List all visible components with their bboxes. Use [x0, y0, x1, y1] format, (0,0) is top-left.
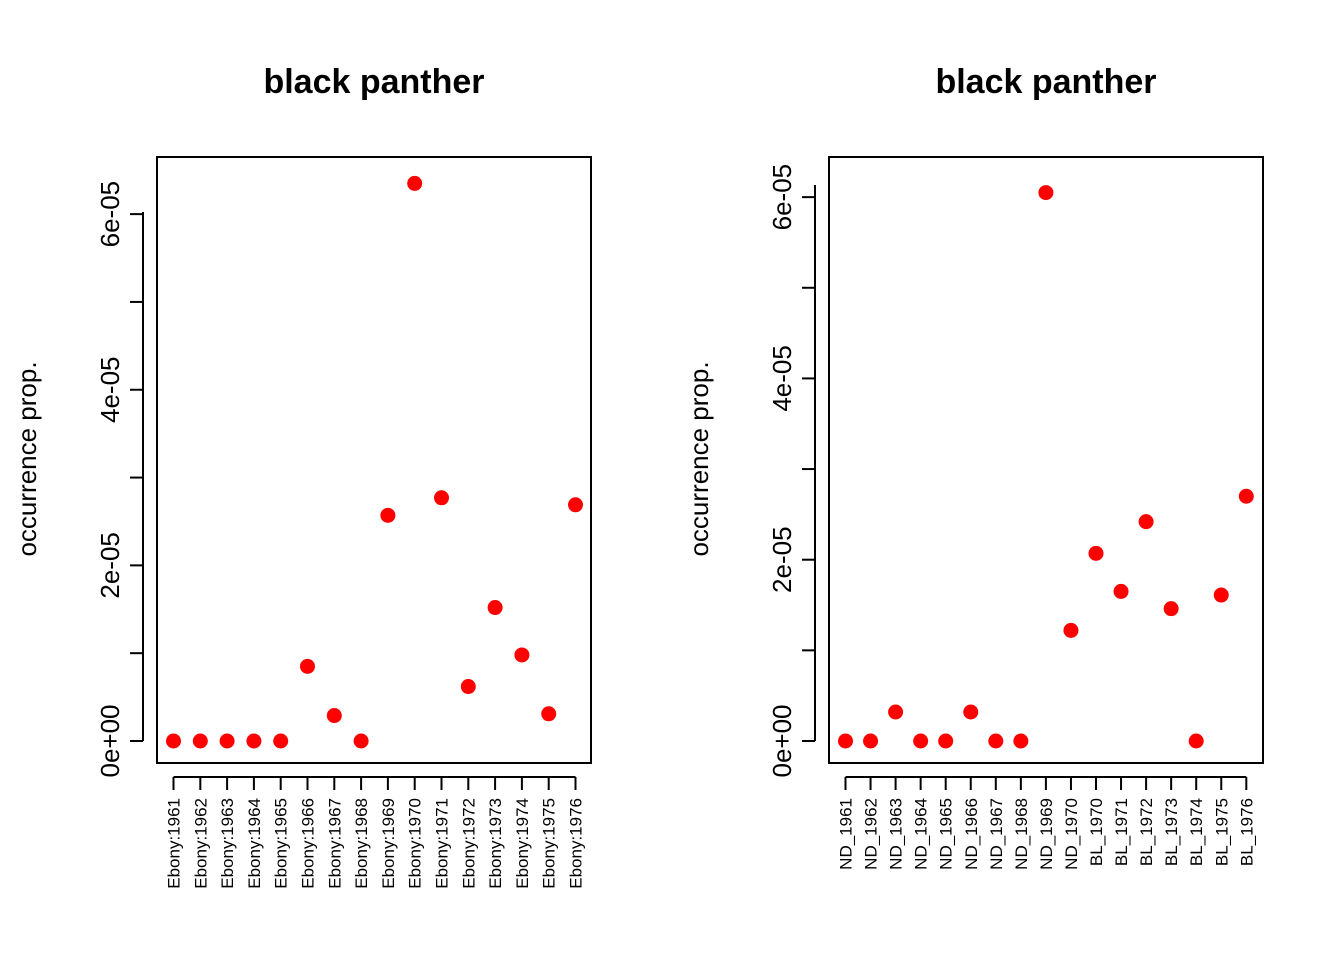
data-point: [407, 175, 423, 191]
x-tick-label: Ebony:1976: [567, 798, 586, 889]
data-point: [514, 647, 530, 663]
x-tick-label: Ebony:1966: [299, 798, 318, 889]
y-tick-label: 6e-05: [767, 164, 797, 231]
data-point: [1238, 488, 1254, 504]
data-point: [838, 733, 853, 749]
data-point: [166, 733, 181, 749]
panel-1-plot-frame: [156, 156, 592, 764]
data-point: [219, 733, 235, 749]
panel-1-x-ticks: Ebony:1961 Ebony:1962 Ebony:1963 Ebony:1964…: [165, 776, 586, 889]
data-point: [246, 733, 262, 749]
x-tick-label: Ebony:1972: [459, 798, 478, 889]
panel-2-y-axis-label: occurrence prop.: [684, 361, 714, 556]
x-tick-label: ND_1964: [912, 798, 931, 870]
data-point: [326, 708, 342, 724]
data-point: [988, 733, 1004, 749]
x-tick-label: BL_1971: [1112, 798, 1131, 866]
data-point: [434, 490, 449, 506]
x-tick-label: BL_1974: [1187, 798, 1206, 866]
data-point: [273, 733, 289, 749]
data-point: [888, 704, 904, 720]
x-tick-label: Ebony:1968: [352, 798, 371, 889]
x-tick-label: Ebony:1965: [272, 798, 291, 889]
x-tick-label: BL_1976: [1237, 798, 1256, 866]
panel-2-plot-frame: [828, 156, 1264, 764]
data-point: [487, 600, 503, 616]
data-point: [460, 679, 476, 695]
data-point: [1188, 733, 1204, 749]
x-tick-label: Ebony:1963: [218, 798, 237, 889]
y-tick-label: 4e-05: [95, 357, 125, 424]
data-point: [1013, 733, 1029, 749]
panel-1-title: black panther: [263, 63, 484, 101]
y-tick-label: 2e-05: [95, 532, 125, 599]
x-tick-label: Ebony:1971: [433, 798, 452, 889]
x-tick-label: ND_1969: [1037, 798, 1056, 870]
x-tick-label: Ebony:1975: [540, 798, 559, 889]
y-tick-label: 4e-05: [767, 345, 797, 412]
data-point: [1213, 587, 1229, 603]
data-point: [1163, 601, 1179, 617]
x-tick-label: Ebony:1974: [513, 798, 532, 889]
data-point: [192, 733, 208, 749]
data-point: [568, 497, 583, 513]
panel-1-y-axis-label: occurrence prop.: [12, 361, 42, 556]
data-point: [863, 733, 879, 749]
x-tick-label: BL_1975: [1212, 798, 1231, 866]
x-tick-label: ND_1965: [937, 798, 956, 870]
panel-1-points: [166, 175, 583, 749]
panel-2: black panther occurrence prop. 0e+00 2e-0…: [684, 63, 1264, 870]
panel-2-points: [838, 185, 1254, 749]
panel-1: black panther occurrence prop. 0e+00 2e-0…: [12, 63, 592, 889]
x-tick-label: BL_1970: [1087, 798, 1106, 866]
data-point: [963, 704, 979, 720]
data-point: [541, 706, 557, 722]
data-point: [1138, 514, 1154, 530]
panel-1-y-ticks: 0e+00 2e-05 4e-05 6e-05: [95, 181, 143, 778]
x-tick-label: Ebony:1962: [191, 798, 210, 889]
x-tick-label: ND_1967: [987, 798, 1006, 870]
x-tick-label: BL_1972: [1137, 798, 1156, 866]
data-point: [300, 658, 315, 674]
data-point: [380, 507, 396, 523]
data-point: [1063, 622, 1079, 638]
panel-2-title: black panther: [935, 63, 1156, 101]
panel-2-x-ticks: ND_1961 ND_1962 ND_1963 ND_1964 ND_1965 ND_19…: [837, 776, 1256, 870]
data-point: [913, 733, 929, 749]
x-tick-label: Ebony:1961: [165, 798, 184, 889]
y-tick-label: 0e+00: [767, 704, 797, 777]
x-tick-label: ND_1962: [862, 798, 881, 870]
x-tick-label: BL_1973: [1162, 798, 1181, 866]
data-point: [938, 733, 954, 749]
x-tick-label: Ebony:1969: [379, 798, 398, 889]
x-tick-label: Ebony:1967: [325, 798, 344, 889]
y-tick-label: 6e-05: [95, 181, 125, 248]
panel-2-y-ticks: 0e+00 2e-05 4e-05 6e-05: [767, 164, 815, 778]
x-tick-label: Ebony:1964: [245, 798, 264, 889]
x-tick-label: Ebony:1973: [486, 798, 505, 889]
x-tick-label: ND_1961: [837, 798, 856, 870]
data-point: [353, 733, 369, 749]
y-tick-label: 2e-05: [767, 526, 797, 593]
x-tick-label: ND_1970: [1062, 798, 1081, 870]
x-tick-label: Ebony:1970: [406, 798, 425, 889]
x-tick-label: ND_1963: [887, 798, 906, 870]
x-tick-label: ND_1966: [962, 798, 981, 870]
y-tick-label: 0e+00: [95, 704, 125, 777]
x-tick-label: ND_1968: [1012, 798, 1031, 870]
data-point: [1038, 185, 1054, 201]
data-point: [1088, 545, 1104, 561]
data-point: [1113, 583, 1129, 599]
